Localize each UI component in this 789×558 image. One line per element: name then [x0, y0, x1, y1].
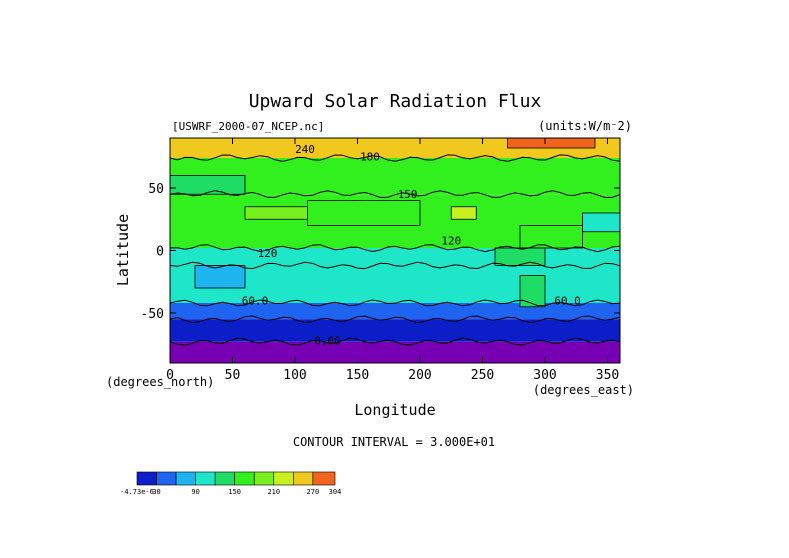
- x-tick-label-4: 200: [408, 368, 431, 383]
- colorbar-label-3: 150: [228, 488, 241, 496]
- colorbar-label-4: 210: [267, 488, 280, 496]
- field-patch-7: [194, 265, 246, 289]
- field-patch-0: [507, 137, 596, 149]
- contour-label-5: 60.0: [242, 294, 269, 307]
- x-tick-label-1: 50: [225, 368, 241, 383]
- contour-line-7: [169, 337, 621, 346]
- colorbar-label-0: -4.73e-6: [120, 488, 154, 496]
- colorbar-swatch-8: [293, 471, 314, 486]
- colorbar-swatch-7: [273, 471, 294, 486]
- colorbar-swatch-1: [156, 471, 177, 486]
- contour-label-2: 150: [398, 188, 418, 201]
- field-patch-4: [307, 200, 421, 226]
- x-tick-label-3: 150: [346, 368, 369, 383]
- axes: 0 50 100 150 200 250 300 350 -50 0 50: [141, 137, 621, 383]
- field-patch-9: [582, 212, 621, 233]
- colorbar-swatch-0: [136, 471, 157, 486]
- chart-subtitle: [USWRF_2000-07_NCEP.nc]: [172, 120, 324, 133]
- x-tick-label-5: 250: [471, 368, 494, 383]
- contour-label-0: 240: [295, 143, 315, 156]
- field-patch-6: [494, 247, 546, 266]
- x-tick-label-7: 350: [596, 368, 619, 383]
- lat-band-6: [170, 319, 620, 342]
- colorbar-swatch-3: [195, 471, 216, 486]
- contour-label-7: 0.00: [314, 334, 341, 347]
- x-unit-label: (degrees_east): [533, 383, 634, 397]
- field-patch-2: [244, 206, 308, 220]
- field-patch-5: [519, 225, 583, 249]
- field-patch-1: [169, 175, 246, 195]
- x-tick-label-0: 0: [166, 368, 174, 383]
- y-tick-label-1: 0: [156, 245, 164, 260]
- colorbar-label-2: 90: [191, 488, 199, 496]
- lat-band-5: [170, 303, 620, 320]
- x-tick-label-6: 300: [533, 368, 556, 383]
- colorbar: -4.73e-630 90 150 210 270 304: [120, 471, 342, 496]
- lat-band-3: [170, 248, 620, 266]
- colorbar-label-1: 30: [152, 488, 160, 496]
- colorbar-swatch-9: [312, 471, 336, 486]
- colorbar-label-6: 304: [329, 488, 342, 496]
- colorbar-swatch-6: [253, 471, 275, 486]
- field-patch-3: [450, 206, 477, 220]
- x-tick-label-2: 100: [283, 368, 306, 383]
- contour-label-3: 120: [441, 234, 461, 247]
- y-tick-label-2: 50: [148, 182, 164, 197]
- colorbar-swatch-4: [214, 471, 235, 486]
- contour-line-5: [169, 299, 621, 307]
- lat-band-7: [170, 341, 620, 363]
- contour-label-6: 60.0: [554, 294, 581, 307]
- colorbar-swatch-2: [175, 471, 196, 486]
- colorbar-label-5: 270: [307, 488, 320, 496]
- contour-line-2: [169, 190, 621, 199]
- colorbar-swatch-5: [234, 471, 255, 486]
- contour-line-6: [169, 315, 621, 324]
- y-axis-label: Latitude: [114, 214, 132, 286]
- y-unit-label: (degrees_north): [106, 375, 214, 389]
- y-tick-label-0: -50: [141, 307, 164, 322]
- x-axis-label: Longitude: [354, 401, 435, 419]
- contour-line-3: [169, 244, 621, 253]
- contour-line-1: [169, 154, 621, 162]
- chart-title: Upward Solar Radiation Flux: [249, 91, 542, 112]
- contour-interval: CONTOUR INTERVAL = 3.000E+01: [293, 435, 495, 449]
- contour-line-4: [169, 261, 621, 270]
- plot-area: 240 180 150 120 120 60.0 60.0 0.00: [169, 137, 621, 363]
- chart-units: (units:W/m⁻2): [538, 119, 632, 133]
- contour-label-1: 180: [360, 151, 380, 164]
- contour-label-4: 120: [258, 247, 278, 260]
- field-patch-8: [519, 275, 546, 308]
